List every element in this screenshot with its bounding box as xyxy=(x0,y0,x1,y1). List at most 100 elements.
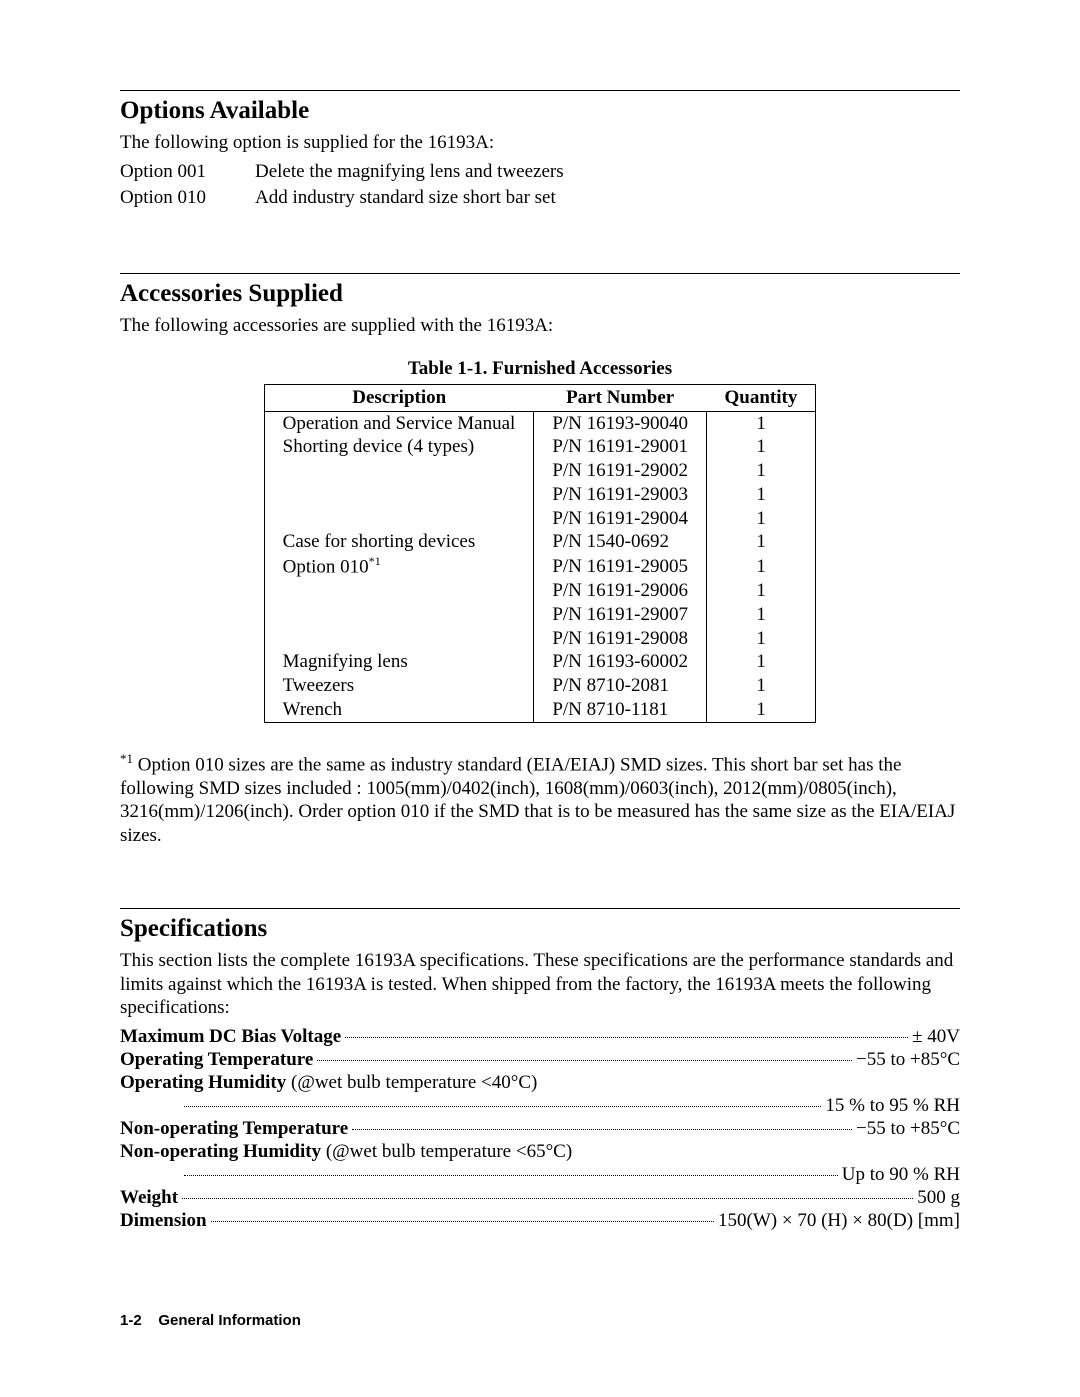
table-row: P/N 16191-290031 xyxy=(264,483,816,507)
cell-quantity: 1 xyxy=(706,435,815,459)
section-rule xyxy=(120,90,960,91)
spec-line: Operating Temperature−55 to +85°C xyxy=(120,1049,960,1071)
accessories-table: DescriptionPart NumberQuantity Operation… xyxy=(264,384,817,723)
leader-dots xyxy=(184,1106,821,1107)
spec-line: Non-operating Humidity (@wet bulb temper… xyxy=(120,1141,960,1163)
table-row: Option 010*1P/N 16191-290051 xyxy=(264,554,816,579)
cell-part-number: P/N 16191-29008 xyxy=(534,627,707,651)
cell-quantity: 1 xyxy=(706,483,815,507)
cell-part-number: P/N 16193-60002 xyxy=(534,650,707,674)
cell-quantity: 1 xyxy=(706,530,815,554)
cell-quantity: 1 xyxy=(706,554,815,579)
cell-quantity: 1 xyxy=(706,674,815,698)
cell-description: Tweezers xyxy=(264,674,534,698)
cell-part-number: P/N 16191-29006 xyxy=(534,579,707,603)
cell-quantity: 1 xyxy=(706,603,815,627)
specs-intro: This section lists the complete 16193A s… xyxy=(120,949,960,1020)
cell-description xyxy=(264,507,534,531)
cell-quantity: 1 xyxy=(706,411,815,435)
cell-description: Wrench xyxy=(264,698,534,722)
options-list: Option 001Delete the magnifying lens and… xyxy=(120,161,960,209)
cell-quantity: 1 xyxy=(706,627,815,651)
cell-quantity: 1 xyxy=(706,698,815,722)
leader-dots xyxy=(211,1221,714,1222)
cell-part-number: P/N 16191-29004 xyxy=(534,507,707,531)
option-label: Option 001 xyxy=(120,161,255,183)
cell-part-number: P/N 16191-29005 xyxy=(534,554,707,579)
section-rule xyxy=(120,273,960,274)
option-row: Option 010Add industry standard size sho… xyxy=(120,187,960,209)
table-caption: Table 1-1. Furnished Accessories xyxy=(120,358,960,380)
cell-description: Option 010*1 xyxy=(264,554,534,579)
leader-dots xyxy=(182,1198,913,1199)
cell-description: Magnifying lens xyxy=(264,650,534,674)
accessories-footnote: *1 Option 010 sizes are the same as indu… xyxy=(120,751,960,848)
table-header: Quantity xyxy=(706,384,815,411)
leader-dots xyxy=(345,1037,908,1038)
spec-value: Up to 90 % RH xyxy=(842,1164,960,1186)
spec-line: Non-operating Temperature −55 to +85°C xyxy=(120,1118,960,1140)
spec-line: Weight500 g xyxy=(120,1187,960,1209)
document-page: Options Available The following option i… xyxy=(0,0,1080,1389)
cell-description: Shorting device (4 types) xyxy=(264,435,534,459)
table-row: WrenchP/N 8710-11811 xyxy=(264,698,816,722)
option-desc: Delete the magnifying lens and tweezers xyxy=(255,161,564,183)
table-row: P/N 16191-290041 xyxy=(264,507,816,531)
page-footer: 1-2 General Information xyxy=(120,1312,960,1329)
cell-part-number: P/N 1540-0692 xyxy=(534,530,707,554)
table-row: Magnifying lensP/N 16193-600021 xyxy=(264,650,816,674)
table-row: P/N 16191-290081 xyxy=(264,627,816,651)
table-row: Shorting device (4 types)P/N 16191-29001… xyxy=(264,435,816,459)
cell-part-number: P/N 8710-1181 xyxy=(534,698,707,722)
section-rule xyxy=(120,908,960,909)
spec-label: Non-operating Humidity (@wet bulb temper… xyxy=(120,1141,572,1163)
leader-dots xyxy=(184,1175,838,1176)
spec-label: Maximum DC Bias Voltage xyxy=(120,1026,341,1048)
spec-value: −55 to +85°C xyxy=(856,1118,960,1140)
cell-description xyxy=(264,627,534,651)
cell-part-number: P/N 16193-90040 xyxy=(534,411,707,435)
cell-description: Operation and Service Manual xyxy=(264,411,534,435)
spec-value: 150(W) × 70 (H) × 80(D) [mm] xyxy=(718,1210,960,1232)
spec-line: Maximum DC Bias Voltage± 40V xyxy=(120,1026,960,1048)
spec-line: Dimension150(W) × 70 (H) × 80(D) [mm] xyxy=(120,1210,960,1232)
cell-part-number: P/N 16191-29007 xyxy=(534,603,707,627)
options-heading: Options Available xyxy=(120,97,960,125)
option-desc: Add industry standard size short bar set xyxy=(255,187,556,209)
table-header: Description xyxy=(264,384,534,411)
spec-label: Non-operating Temperature xyxy=(120,1118,348,1140)
footer-text: General Information xyxy=(158,1312,301,1329)
footnote-marker: *1 xyxy=(120,751,133,766)
options-intro: The following option is supplied for the… xyxy=(120,131,960,155)
table-row: P/N 16191-290021 xyxy=(264,459,816,483)
cell-quantity: 1 xyxy=(706,459,815,483)
page-number: 1-2 xyxy=(120,1312,142,1329)
table-row: Case for shorting devicesP/N 1540-06921 xyxy=(264,530,816,554)
spec-label: Operating Temperature xyxy=(120,1049,313,1071)
cell-description: Case for shorting devices xyxy=(264,530,534,554)
footnote-ref: *1 xyxy=(369,554,381,568)
specs-heading: Specifications xyxy=(120,915,960,943)
option-row: Option 001Delete the magnifying lens and… xyxy=(120,161,960,183)
cell-quantity: 1 xyxy=(706,579,815,603)
leader-dots xyxy=(317,1060,852,1061)
accessories-intro: The following accessories are supplied w… xyxy=(120,314,960,338)
cell-part-number: P/N 8710-2081 xyxy=(534,674,707,698)
cell-quantity: 1 xyxy=(706,507,815,531)
cell-part-number: P/N 16191-29001 xyxy=(534,435,707,459)
accessories-heading: Accessories Supplied xyxy=(120,280,960,308)
table-row: P/N 16191-290061 xyxy=(264,579,816,603)
spec-line: Operating Humidity (@wet bulb temperatur… xyxy=(120,1072,960,1094)
cell-description xyxy=(264,579,534,603)
cell-part-number: P/N 16191-29002 xyxy=(534,459,707,483)
cell-description xyxy=(264,459,534,483)
table-row: Operation and Service ManualP/N 16193-90… xyxy=(264,411,816,435)
spec-line: Up to 90 % RH xyxy=(120,1164,960,1186)
footnote-text: Option 010 sizes are the same as industr… xyxy=(120,754,955,846)
spec-value: 500 g xyxy=(917,1187,960,1209)
option-label: Option 010 xyxy=(120,187,255,209)
spec-value: 15 % to 95 % RH xyxy=(825,1095,960,1117)
cell-quantity: 1 xyxy=(706,650,815,674)
specs-list: Maximum DC Bias Voltage± 40VOperating Te… xyxy=(120,1026,960,1232)
spec-line: 15 % to 95 % RH xyxy=(120,1095,960,1117)
